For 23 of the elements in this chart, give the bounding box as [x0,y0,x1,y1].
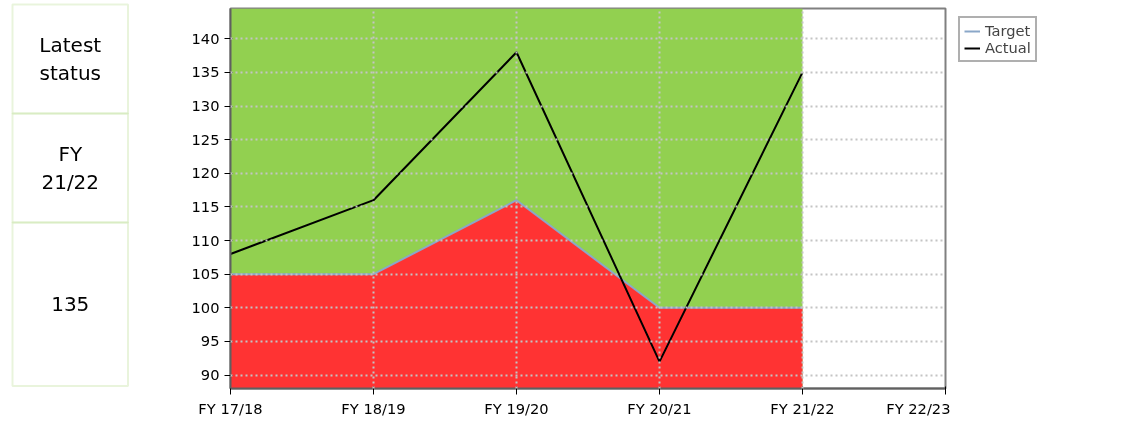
text: FY 21/22 [41,141,100,195]
x-tick-label: FY 22/23 [886,399,951,417]
legend-label: Target [985,22,1031,39]
x-tick-label: FY 20/21 [627,399,692,417]
y-tick-label: 120 [191,164,220,182]
x-tick-label: FY 17/18 [198,399,263,417]
text: 135 [51,292,90,317]
y-tick-label: 130 [191,97,220,115]
x-tick-label: FY 18/19 [341,399,406,417]
y-tick-label: 110 [191,231,220,249]
y-tick-label: 100 [191,298,220,316]
y-tick-label: 115 [191,197,220,215]
legend-label: Actual [985,39,1031,56]
y-tick-label: 90 [200,366,220,384]
text: Latest status [39,32,102,86]
line-series [230,51,804,363]
x-tick-label: FY 21/22 [770,399,835,417]
y-tick-label: 135 [191,63,220,81]
y-tick-label: 95 [200,332,220,350]
y-tick-label: 125 [191,130,220,148]
y-tick-label: 140 [191,29,220,47]
x-tick-label: FY 19/20 [484,399,549,417]
y-tick-label: 105 [191,265,220,283]
